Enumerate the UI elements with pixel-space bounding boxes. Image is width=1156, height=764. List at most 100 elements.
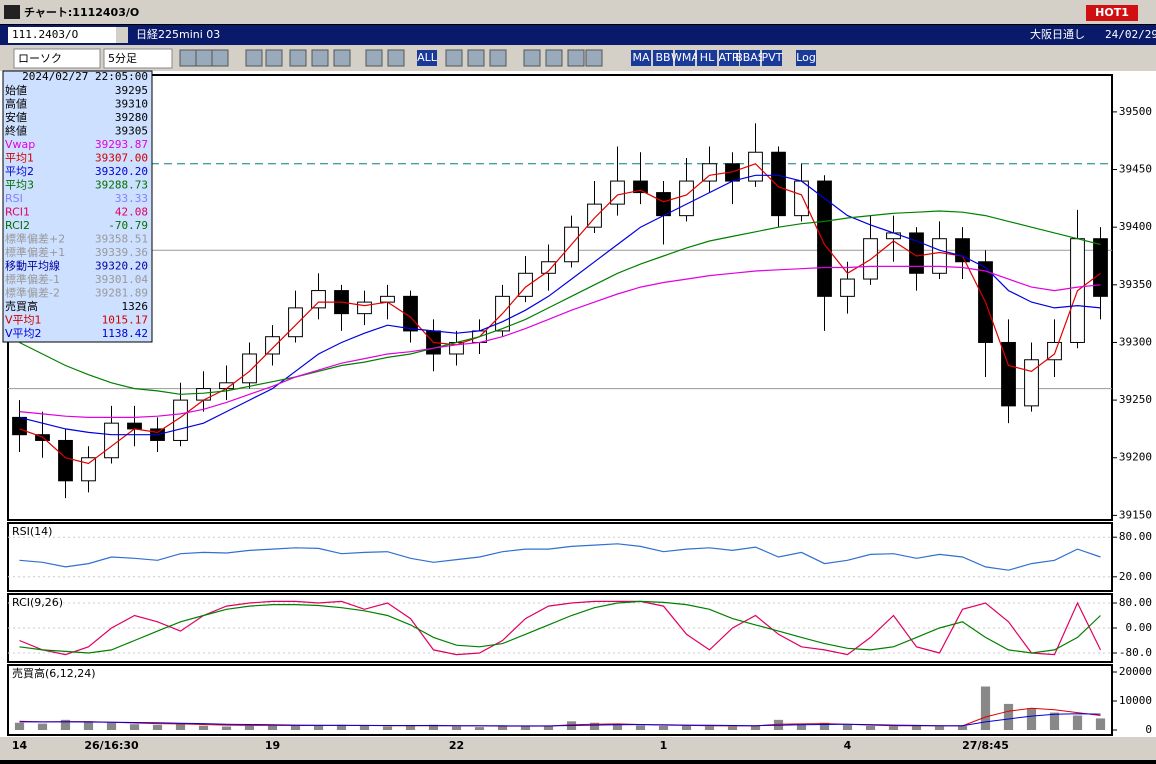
x-tick-label: 1 (660, 739, 668, 752)
toolbar-icon[interactable] (245, 49, 263, 67)
candle-body (196, 388, 211, 401)
toolbar-icon[interactable] (585, 49, 603, 67)
toolbar-icon[interactable] (467, 49, 485, 67)
toolbar-button-label: MA (632, 51, 649, 64)
info-label: 移動平均線 (5, 259, 60, 273)
toolbar-button-label: ATR (718, 51, 739, 64)
candle-body (1093, 238, 1108, 297)
y-tick-label: 39500 (1119, 105, 1152, 118)
volume-bar (520, 725, 531, 731)
toolbar-icon[interactable] (333, 49, 351, 67)
candle-body (288, 307, 303, 338)
toolbar-icon[interactable] (545, 49, 563, 67)
volume-bar (934, 726, 945, 731)
candle-body (633, 180, 648, 194)
info-value: 39358.51 (95, 233, 148, 246)
toolbar-button[interactable] (697, 50, 717, 66)
toolbar-icon[interactable] (265, 49, 283, 67)
toolbar-button[interactable] (719, 50, 739, 66)
toolbar-button[interactable] (675, 50, 695, 66)
volume-bar (405, 725, 416, 731)
toolbar-icon[interactable] (387, 49, 405, 67)
toolbar-icon[interactable] (365, 49, 383, 67)
volume-bar (83, 721, 94, 731)
candle-body (541, 261, 556, 274)
info-label: Vwap (5, 138, 35, 151)
info-value: 33.33 (115, 192, 148, 205)
candle-body (1047, 341, 1062, 361)
toolbar-button[interactable] (631, 50, 651, 66)
candle-body (610, 180, 625, 205)
info-panel: 2024/02/27 22:05:00 始値 39295 高値 39310 安値 3928… (2, 70, 153, 343)
candle-body (104, 422, 119, 459)
panel-label: 売買高(6,12,24) (12, 666, 96, 680)
hot-badge[interactable] (1086, 5, 1138, 21)
style-select[interactable] (13, 48, 101, 69)
toolbar-button[interactable] (796, 50, 816, 66)
y-tick-label: 80.00 (1119, 530, 1152, 543)
candle-body (1024, 359, 1039, 407)
volume-bar (175, 723, 186, 731)
interval-select-label: 5分足 (108, 52, 137, 65)
toolbar-icon[interactable] (211, 49, 229, 67)
toolbar-icon[interactable] (523, 49, 541, 67)
volume-bar (681, 725, 692, 731)
info-label: 安値 (5, 110, 27, 124)
volume-bar (1095, 718, 1106, 731)
info-value: 1015.17 (102, 314, 148, 327)
candle-body (771, 151, 786, 217)
volume-bar (658, 725, 669, 731)
moving-average (19, 265, 1101, 418)
volume-bar (359, 725, 370, 731)
toolbar-icon[interactable] (489, 49, 507, 67)
symbol-dropdown[interactable] (116, 27, 128, 43)
time-axis-bar (0, 737, 1156, 760)
info-value: 39310 (115, 98, 148, 111)
volume-bar (888, 726, 899, 731)
volume-bar (842, 724, 853, 731)
info-label: V平均1 (5, 314, 42, 327)
candle-body (840, 278, 855, 297)
info-value: -70.79 (108, 219, 148, 232)
info-label: 標準偏差+1 (5, 245, 65, 259)
toolbar-button[interactable] (417, 50, 437, 66)
toolbar-button-label: HL (700, 51, 715, 64)
y-tick-label: 39150 (1119, 508, 1152, 521)
info-label: 売買高 (5, 299, 38, 313)
toolbar-icon[interactable] (445, 49, 463, 67)
toolbar-button[interactable] (762, 50, 782, 66)
toolbar-button[interactable] (740, 50, 760, 66)
indicator-line (19, 543, 1101, 571)
volume-bar (497, 726, 508, 731)
volume-bar (796, 724, 807, 731)
info-label: 平均2 (5, 165, 34, 178)
info-value: 39293.87 (95, 138, 148, 151)
toolbar-icon[interactable] (289, 49, 307, 67)
panel-label: RSI(14) (12, 525, 52, 538)
symbol-box[interactable] (8, 27, 128, 43)
info-label: 標準偏差-2 (5, 286, 60, 300)
info-value: 39320.20 (95, 260, 148, 273)
date: 24/02/29 (1105, 28, 1156, 41)
indicator-line (19, 600, 1101, 654)
volume-bar (704, 726, 715, 731)
y-tick-label: 20.00 (1119, 570, 1152, 583)
toolbar-icon[interactable] (179, 49, 197, 67)
toolbar-icon[interactable] (195, 49, 213, 67)
volume-bar (1072, 715, 1083, 731)
info-value: 1326 (122, 300, 149, 313)
x-tick-label: 4 (844, 739, 852, 752)
y-tick-label: 39300 (1119, 335, 1152, 348)
candle-body (357, 301, 372, 315)
y-tick-label: 20000 (1119, 665, 1152, 678)
info-label: 終値 (5, 124, 27, 138)
volume-bar (1026, 708, 1037, 731)
volume-bar (428, 724, 439, 731)
toolbar-button[interactable] (653, 50, 673, 66)
y-tick-label: -80.0 (1119, 646, 1152, 659)
info-value: 39305 (115, 125, 148, 138)
interval-select[interactable] (103, 48, 173, 69)
candle-body (932, 238, 947, 274)
toolbar-icon[interactable] (311, 49, 329, 67)
toolbar-icon[interactable] (567, 49, 585, 67)
